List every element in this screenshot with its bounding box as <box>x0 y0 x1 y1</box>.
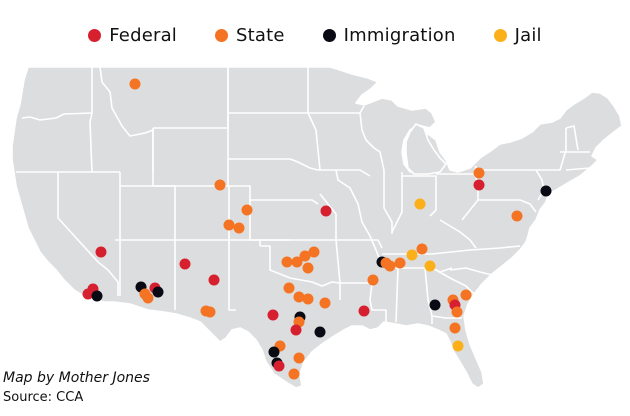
facility-marker-federal <box>358 305 370 317</box>
map-legend: Federal State Immigration Jail <box>0 18 630 52</box>
facility-marker-state <box>302 293 314 305</box>
facility-marker-state <box>449 322 461 334</box>
facility-marker-state <box>319 297 331 309</box>
federal-dot-icon <box>88 28 102 42</box>
legend-item-jail: Jail <box>493 24 542 46</box>
legend-item-federal: Federal <box>88 25 177 46</box>
facility-marker-state <box>223 219 235 231</box>
byline: Map by Mother Jones <box>3 370 150 386</box>
facility-marker-state <box>233 222 245 234</box>
facility-marker-jail <box>414 198 426 210</box>
facility-marker-state <box>394 257 406 269</box>
facility-marker-state <box>293 291 305 303</box>
source-note: Source: CCA <box>3 390 84 405</box>
map-credit: Map by Mother Jones Source: CCA <box>3 369 150 407</box>
facility-marker-state <box>367 274 379 286</box>
state-borders <box>16 66 591 324</box>
legend-label-immigration: Immigration <box>343 24 456 46</box>
facility-marker-state <box>308 246 320 258</box>
facility-marker-state <box>302 262 314 274</box>
facility-marker-state <box>473 167 485 179</box>
facility-marker-immigration <box>91 290 103 302</box>
facility-marker-state <box>293 352 305 364</box>
state-dot-icon <box>215 28 229 42</box>
facility-marker-immigration <box>268 346 280 358</box>
facility-marker-jail <box>452 340 464 352</box>
facility-marker-federal <box>320 205 332 217</box>
facility-marker-federal <box>473 179 485 191</box>
facility-marker-federal <box>208 274 220 286</box>
legend-label-state: State <box>236 24 285 46</box>
michigan-peninsula <box>405 123 447 175</box>
facility-marker-state <box>451 306 463 318</box>
legend-item-state: State <box>215 25 285 46</box>
facility-marker-federal <box>179 258 191 270</box>
facility-marker-federal <box>273 360 285 372</box>
facility-marker-state <box>204 306 216 318</box>
legend-item-immigration: Immigration <box>322 24 456 46</box>
facility-marker-federal <box>95 246 107 258</box>
facility-marker-state <box>416 243 428 255</box>
jail-dot-icon <box>493 28 507 42</box>
legend-label-jail: Jail <box>514 24 542 46</box>
facility-marker-state <box>291 256 303 268</box>
facility-marker-state <box>241 204 253 216</box>
facility-markers <box>82 78 552 380</box>
immigration-dot-icon <box>322 28 336 42</box>
facility-marker-state <box>299 250 311 262</box>
facility-marker-state <box>384 260 396 272</box>
facility-marker-immigration <box>152 286 164 298</box>
facility-marker-state <box>281 256 293 268</box>
facility-marker-state <box>511 210 523 222</box>
facility-marker-federal <box>82 288 94 300</box>
legend-label-federal: Federal <box>109 24 178 46</box>
facility-marker-immigration <box>429 299 441 311</box>
facility-marker-state <box>288 368 300 380</box>
facility-marker-immigration <box>314 326 326 338</box>
facility-marker-federal <box>290 324 302 336</box>
facility-marker-state <box>214 179 226 191</box>
facility-marker-state <box>142 292 154 304</box>
facility-marker-state <box>283 282 295 294</box>
facility-marker-federal <box>267 309 279 321</box>
facility-marker-jail <box>406 249 418 261</box>
us-land-outline <box>11 66 623 389</box>
facility-marker-state <box>460 289 472 301</box>
facility-marker-immigration <box>540 185 552 197</box>
facility-marker-jail <box>424 260 436 272</box>
facility-marker-state <box>129 78 141 90</box>
